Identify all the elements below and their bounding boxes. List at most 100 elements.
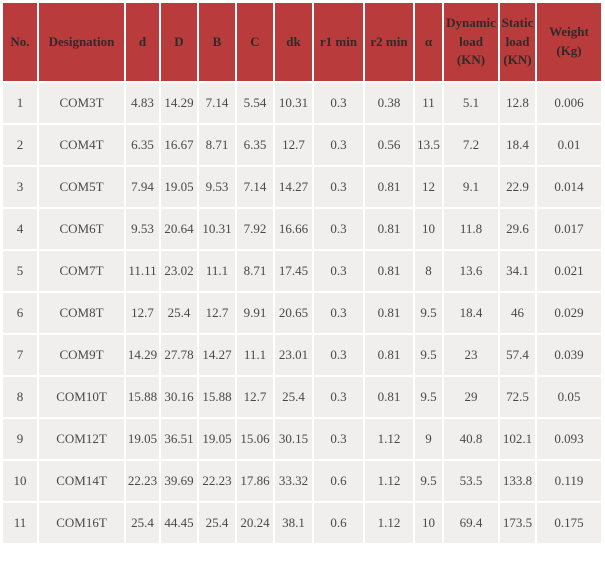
cell-desig: COM3T bbox=[39, 83, 124, 123]
cell-d: 15.88 bbox=[126, 377, 159, 417]
cell-dk: 30.15 bbox=[275, 419, 312, 459]
cell-D: 25.4 bbox=[161, 293, 197, 333]
cell-desig: COM5T bbox=[39, 167, 124, 207]
table-row: 5 COM7T 11.11 23.02 11.1 8.71 17.45 0.3 0.81 8 13.… bbox=[3, 251, 601, 291]
cell-B: 7.14 bbox=[199, 83, 235, 123]
cell-D: 27.78 bbox=[161, 335, 197, 375]
cell-weight: 0.093 bbox=[537, 419, 601, 459]
cell-static: 133.8 bbox=[500, 461, 535, 501]
cell-no: 2 bbox=[3, 125, 37, 165]
cell-desig: COM6T bbox=[39, 209, 124, 249]
cell-r2min: 0.81 bbox=[365, 167, 413, 207]
column-header-D: D bbox=[161, 3, 197, 81]
cell-B: 8.71 bbox=[199, 125, 235, 165]
cell-no: 11 bbox=[3, 503, 37, 543]
table-row: 3 COM5T 7.94 19.05 9.53 7.14 14.27 0.3 0.81 12 9.1… bbox=[3, 167, 601, 207]
cell-d: 14.29 bbox=[126, 335, 159, 375]
cell-dynamic: 53.5 bbox=[444, 461, 498, 501]
column-header-C: C bbox=[237, 3, 273, 81]
cell-d: 19.05 bbox=[126, 419, 159, 459]
cell-weight: 0.017 bbox=[537, 209, 601, 249]
cell-r1min: 0.3 bbox=[314, 335, 363, 375]
cell-alpha: 13.5 bbox=[415, 125, 442, 165]
cell-weight: 0.006 bbox=[537, 83, 601, 123]
table-row: 4 COM6T 9.53 20.64 10.31 7.92 16.66 0.3 0.81 10 11… bbox=[3, 209, 601, 249]
cell-D: 19.05 bbox=[161, 167, 197, 207]
cell-r2min: 1.12 bbox=[365, 503, 413, 543]
cell-desig: COM7T bbox=[39, 251, 124, 291]
cell-r2min: 0.81 bbox=[365, 377, 413, 417]
cell-r1min: 0.3 bbox=[314, 125, 363, 165]
cell-desig: COM9T bbox=[39, 335, 124, 375]
cell-desig: COM14T bbox=[39, 461, 124, 501]
cell-r2min: 1.12 bbox=[365, 461, 413, 501]
cell-dynamic: 13.6 bbox=[444, 251, 498, 291]
table-row: 1 COM3T 4.83 14.29 7.14 5.54 10.31 0.3 0.38 11 5.1… bbox=[3, 83, 601, 123]
cell-dk: 14.27 bbox=[275, 167, 312, 207]
cell-static: 46 bbox=[500, 293, 535, 333]
table-row: 9 COM12T 19.05 36.51 19.05 15.06 30.15 0.3 1.12 9… bbox=[3, 419, 601, 459]
cell-C: 5.54 bbox=[237, 83, 273, 123]
cell-desig: COM10T bbox=[39, 377, 124, 417]
cell-C: 9.91 bbox=[237, 293, 273, 333]
cell-D: 30.16 bbox=[161, 377, 197, 417]
cell-weight: 0.039 bbox=[537, 335, 601, 375]
cell-dynamic: 5.1 bbox=[444, 83, 498, 123]
cell-no: 4 bbox=[3, 209, 37, 249]
cell-r1min: 0.6 bbox=[314, 503, 363, 543]
cell-dk: 38.1 bbox=[275, 503, 312, 543]
cell-r2min: 0.56 bbox=[365, 125, 413, 165]
cell-desig: COM8T bbox=[39, 293, 124, 333]
column-header-dk: dk bbox=[275, 3, 312, 81]
cell-D: 16.67 bbox=[161, 125, 197, 165]
cell-static: 102.1 bbox=[500, 419, 535, 459]
column-header-r1min: r1 min bbox=[314, 3, 363, 81]
cell-D: 44.45 bbox=[161, 503, 197, 543]
cell-C: 6.35 bbox=[237, 125, 273, 165]
cell-alpha: 9.5 bbox=[415, 461, 442, 501]
cell-r1min: 0.3 bbox=[314, 167, 363, 207]
cell-alpha: 9.5 bbox=[415, 293, 442, 333]
cell-no: 5 bbox=[3, 251, 37, 291]
cell-weight: 0.175 bbox=[537, 503, 601, 543]
cell-no: 7 bbox=[3, 335, 37, 375]
cell-weight: 0.029 bbox=[537, 293, 601, 333]
cell-r2min: 0.38 bbox=[365, 83, 413, 123]
cell-weight: 0.014 bbox=[537, 167, 601, 207]
cell-static: 57.4 bbox=[500, 335, 535, 375]
cell-weight: 0.119 bbox=[537, 461, 601, 501]
cell-dynamic: 40.8 bbox=[444, 419, 498, 459]
cell-alpha: 12 bbox=[415, 167, 442, 207]
cell-C: 20.24 bbox=[237, 503, 273, 543]
table-row: 7 COM9T 14.29 27.78 14.27 11.1 23.01 0.3 0.81 9.5… bbox=[3, 335, 601, 375]
cell-no: 1 bbox=[3, 83, 37, 123]
cell-B: 11.1 bbox=[199, 251, 235, 291]
cell-dk: 17.45 bbox=[275, 251, 312, 291]
cell-D: 20.64 bbox=[161, 209, 197, 249]
cell-C: 7.92 bbox=[237, 209, 273, 249]
cell-weight: 0.021 bbox=[537, 251, 601, 291]
cell-dynamic: 29 bbox=[444, 377, 498, 417]
cell-r2min: 1.12 bbox=[365, 419, 413, 459]
cell-d: 22.23 bbox=[126, 461, 159, 501]
cell-d: 12.7 bbox=[126, 293, 159, 333]
cell-B: 9.53 bbox=[199, 167, 235, 207]
cell-r1min: 0.3 bbox=[314, 251, 363, 291]
cell-alpha: 10 bbox=[415, 209, 442, 249]
cell-dk: 23.01 bbox=[275, 335, 312, 375]
table-row: 2 COM4T 6.35 16.67 8.71 6.35 12.7 0.3 0.56 13.5 7.… bbox=[3, 125, 601, 165]
cell-weight: 0.01 bbox=[537, 125, 601, 165]
cell-r2min: 0.81 bbox=[365, 209, 413, 249]
cell-alpha: 9.5 bbox=[415, 377, 442, 417]
cell-desig: COM4T bbox=[39, 125, 124, 165]
cell-weight: 0.05 bbox=[537, 377, 601, 417]
cell-dk: 12.7 bbox=[275, 125, 312, 165]
column-header-static: Static load (KN) bbox=[500, 3, 535, 81]
cell-dk: 20.65 bbox=[275, 293, 312, 333]
cell-alpha: 8 bbox=[415, 251, 442, 291]
cell-dynamic: 9.1 bbox=[444, 167, 498, 207]
cell-B: 25.4 bbox=[199, 503, 235, 543]
